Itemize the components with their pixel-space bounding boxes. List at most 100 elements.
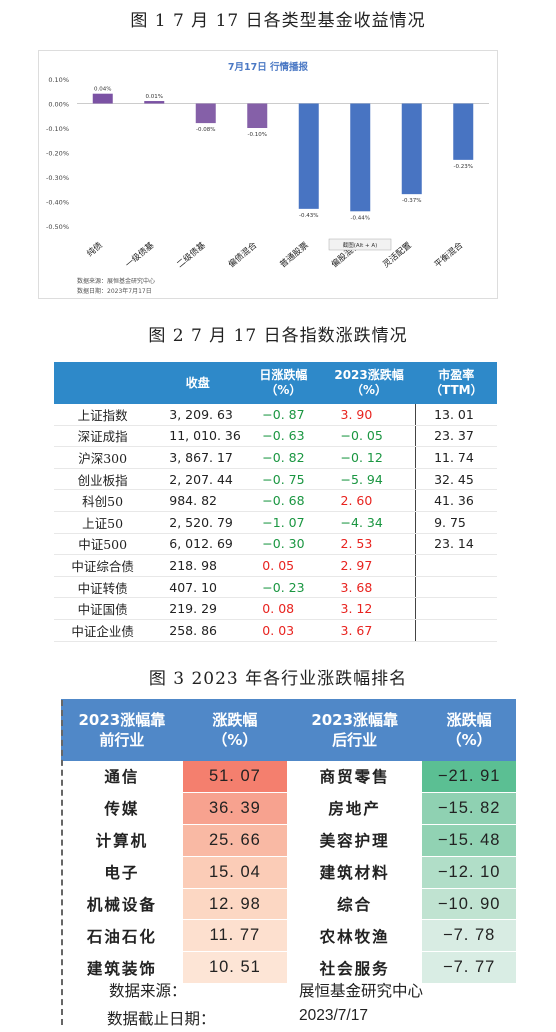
table-row: 中证500 6, 012. 69 −0. 30 2. 53 23. 14 [54, 533, 497, 556]
ytd-change: 3. 68 [322, 576, 416, 599]
top-industry: 传媒 [61, 792, 183, 825]
ytd-change: −0. 12 [322, 446, 416, 469]
fund-return-chart: 7月17日 行情播报 0.10% 0.00% -0.10% -0.20% -0.30% -0… [38, 50, 498, 299]
pe-ttm [415, 554, 497, 577]
pe-ttm: 11. 74 [415, 446, 497, 469]
close-value: 2, 207. 44 [151, 468, 245, 491]
bottom-change: −21. 91 [422, 761, 516, 793]
top-industry: 机械设备 [61, 888, 183, 921]
figure3-caption: 图 3 2023 年各行业涨跌幅排名 [148, 669, 408, 689]
x-tick-label: 一级债基 [123, 240, 156, 271]
bar [453, 103, 474, 160]
bottom-change: −15. 82 [422, 792, 516, 825]
x-tick-label: 平衡混合 [432, 240, 465, 271]
top-industry: 通信 [61, 761, 183, 793]
data-label: -0.37% [402, 198, 421, 204]
daily-change: 0. 05 [244, 554, 323, 577]
ytd-change: −4. 34 [322, 511, 416, 534]
bottom-change: −12. 10 [422, 856, 516, 889]
index-col-header: 市盈率 （TTM） [415, 362, 497, 404]
index-name: 中证综合债 [54, 554, 152, 577]
table-row: 石油石化 11. 77 农林牧渔 −7. 78 [61, 919, 516, 953]
top-industry: 电子 [61, 856, 183, 889]
y-tick-label: 0.00% [48, 101, 69, 109]
bottom-industry: 农林牧渔 [287, 919, 423, 953]
industry-col-header: 涨跌幅 （%） [182, 699, 288, 761]
ytd-change: 3. 67 [322, 619, 416, 642]
screenshot-tooltip: 截图(Alt + A) [343, 241, 378, 249]
y-tick-label: -0.10% [46, 125, 69, 133]
y-tick-label: -0.40% [46, 199, 69, 207]
daily-change: −0. 82 [244, 446, 323, 469]
bar [92, 93, 113, 104]
index-name: 科创50 [54, 489, 152, 512]
index-name: 中证500 [54, 533, 152, 556]
index-name: 创业板指 [54, 468, 152, 491]
data-label: 0.01% [146, 94, 163, 100]
y-tick-label: -0.30% [46, 174, 69, 182]
daily-change: −0. 87 [244, 404, 323, 426]
close-value: 219. 29 [151, 597, 245, 620]
table-row: 中证转债 407. 10 −0. 23 3. 68 [54, 576, 497, 599]
pe-ttm [415, 619, 497, 642]
source-value: 展恒基金研究中心 [299, 982, 424, 1000]
figure1-caption: 图 1 7 月 17 日各类型基金收益情况 [130, 11, 426, 31]
ytd-change: 3. 90 [322, 404, 416, 426]
close-value: 2, 520. 79 [151, 511, 245, 534]
top-change: 15. 04 [182, 856, 288, 889]
table-row: 传媒 36. 39 房地产 −15. 82 [61, 792, 516, 825]
table-row: 中证综合债 218. 98 0. 05 2. 97 [54, 554, 497, 577]
data-label: -0.10% [248, 132, 267, 138]
index-table-header: 收盘 日涨跌幅 （%） 2023涨跌幅 （%） 市盈率 （TTM） [54, 362, 497, 404]
table-row: 科创50 984. 82 −0. 68 2. 60 41. 36 [54, 489, 497, 512]
chart-source: 数据来源：展恒基金研究中心 [77, 277, 155, 285]
index-name: 中证转债 [54, 576, 152, 599]
bar [195, 103, 216, 124]
top-industry: 计算机 [61, 824, 183, 857]
pe-ttm [415, 597, 497, 620]
pe-ttm [415, 576, 497, 599]
date-label: 数据截止日期： [107, 1010, 216, 1028]
bar [350, 103, 371, 212]
bottom-industry: 建筑材料 [287, 856, 423, 889]
bottom-change: −10. 90 [422, 888, 516, 921]
daily-change: 0. 08 [244, 597, 323, 620]
index-name: 上证50 [54, 511, 152, 534]
table-row: 电子 15. 04 建筑材料 −12. 10 [61, 856, 516, 889]
index-name: 沪深300 [54, 446, 152, 469]
table-row: 沪深300 3, 867. 17 −0. 82 −0. 12 11. 74 [54, 446, 497, 469]
bar [401, 103, 422, 195]
close-value: 3, 867. 17 [151, 446, 245, 469]
daily-change: −0. 30 [244, 533, 323, 556]
index-name: 上证指数 [54, 404, 152, 426]
ytd-change: 2. 60 [322, 489, 416, 512]
bottom-industry: 综合 [287, 888, 423, 921]
pe-ttm: 32. 45 [415, 468, 497, 491]
top-change: 36. 39 [182, 792, 288, 825]
index-name: 深证成指 [54, 425, 152, 448]
daily-change: 0. 03 [244, 619, 323, 642]
top-change: 12. 98 [182, 888, 288, 921]
bottom-change: −15. 48 [422, 824, 516, 857]
industry-table-header: 2023涨幅靠 前行业 涨跌幅 （%） 2023涨幅靠 后行业 涨跌幅 （%） [61, 699, 516, 761]
close-value: 3, 209. 63 [151, 404, 245, 426]
table-row: 深证成指 11, 010. 36 −0. 63 −0. 05 23. 37 [54, 425, 497, 448]
x-tick-label: 普通股票 [278, 240, 311, 271]
daily-change: −0. 68 [244, 489, 323, 512]
table-row: 上证50 2, 520. 79 −1. 07 −4. 34 9. 75 [54, 511, 497, 534]
close-value: 984. 82 [151, 489, 245, 512]
daily-change: −0. 75 [244, 468, 323, 491]
ytd-change: −0. 05 [322, 425, 416, 448]
index-name: 中证企业债 [54, 619, 152, 642]
bar [298, 103, 319, 209]
index-table: 收盘 日涨跌幅 （%） 2023涨跌幅 （%） 市盈率 （TTM） 上证指数 3, 20… [54, 362, 497, 642]
y-tick-label: 0.10% [48, 76, 69, 84]
top-change: 11. 77 [182, 919, 288, 953]
industry-col-header: 涨跌幅 （%） [422, 699, 516, 761]
industry-col-header: 2023涨幅靠 前行业 [61, 699, 183, 761]
top-change: 51. 07 [182, 761, 288, 793]
bottom-industry: 房地产 [287, 792, 423, 825]
ytd-change: −5. 94 [322, 468, 416, 491]
table-row: 上证指数 3, 209. 63 −0. 87 3. 90 13. 01 [54, 404, 497, 426]
left-dashed-border [61, 700, 63, 1025]
